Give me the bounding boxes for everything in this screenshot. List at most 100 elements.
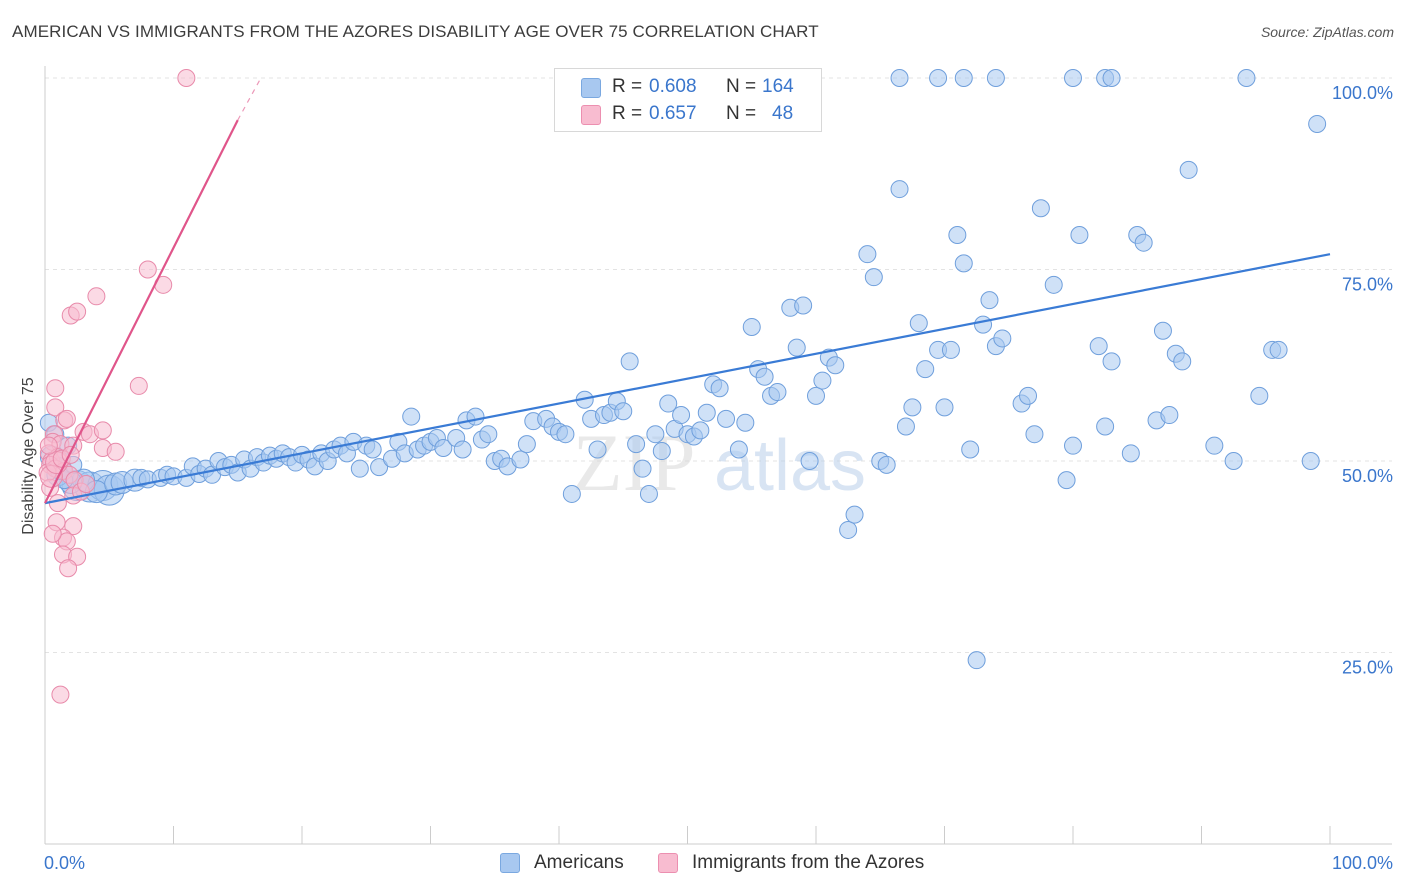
x-tick-label-min: 0.0%: [44, 853, 85, 873]
americans-point: [350, 459, 369, 478]
americans-point: [1089, 337, 1108, 356]
americans-point: [967, 651, 986, 670]
americans-point: [1057, 471, 1076, 490]
americans-point: [1064, 436, 1082, 455]
azores-trend-line: [44, 119, 239, 504]
americans-point: [755, 367, 774, 386]
americans-point: [826, 356, 845, 375]
americans-point: [691, 421, 710, 440]
azores-point: [61, 445, 80, 464]
azores-point: [77, 474, 96, 493]
americans-point: [729, 440, 748, 459]
azores-trend-extension: [237, 77, 262, 121]
legend-item-azores[interactable]: Immigrants from the Azores: [658, 852, 924, 874]
azores-point: [177, 69, 196, 87]
legend-swatch-azores: [581, 105, 601, 125]
legend-r-label: R =: [612, 76, 643, 97]
americans-point: [562, 484, 581, 503]
americans-point: [659, 394, 678, 413]
americans-point: [627, 435, 646, 454]
x-tick-label-max: 100.0%: [1332, 853, 1393, 873]
americans-point: [1205, 436, 1224, 455]
americans-point: [903, 398, 922, 417]
americans-point: [929, 69, 948, 87]
americans-point: [807, 386, 825, 405]
azores-point: [51, 685, 70, 704]
azores-points: [38, 69, 196, 704]
azores-point: [68, 302, 87, 321]
americans-point: [845, 505, 864, 524]
americans-point: [1025, 425, 1044, 444]
legend-n-label: N =: [726, 76, 757, 97]
legend-item-americans[interactable]: Americans: [500, 852, 624, 874]
americans-point: [1250, 386, 1269, 405]
americans-point: [993, 329, 1012, 348]
americans-point: [736, 413, 755, 432]
americans-point: [890, 180, 909, 199]
americans-point: [717, 409, 736, 428]
americans-point: [1102, 69, 1121, 87]
americans-point: [633, 459, 652, 478]
americans-point: [974, 315, 993, 334]
legend-swatch-americans: [581, 78, 601, 98]
americans-point: [864, 268, 883, 287]
americans-point: [794, 296, 813, 315]
legend-r-value: 0.657: [649, 103, 697, 124]
legend-label-americans: Americans: [534, 852, 624, 873]
azores-point: [106, 442, 125, 461]
americans-point: [1070, 226, 1089, 245]
americans-point: [672, 406, 691, 425]
americans-point: [1031, 199, 1050, 218]
americans-point: [980, 291, 999, 310]
series-legend: Americans Immigrants from the Azores: [0, 852, 1406, 878]
americans-point: [954, 69, 973, 87]
americans-point: [909, 314, 928, 333]
americans-point: [1308, 114, 1327, 133]
y-tick-label: 100.0%: [1332, 83, 1393, 103]
y-axis-label: Disability Age Over 75: [20, 377, 37, 535]
americans-point: [588, 440, 607, 459]
azores-point: [48, 494, 67, 513]
americans-point: [639, 484, 658, 503]
americans-point: [916, 360, 935, 379]
americans-point: [1269, 340, 1288, 359]
americans-point: [620, 352, 639, 371]
watermark-atlas: atlas: [714, 426, 866, 506]
americans-point: [742, 317, 761, 336]
y-tick-label: 25.0%: [1342, 658, 1393, 678]
americans-point: [1301, 452, 1320, 470]
americans-point: [1237, 69, 1256, 87]
americans-point: [1064, 69, 1082, 87]
americans-point: [1096, 417, 1115, 436]
americans-point: [839, 520, 858, 539]
azores-point: [93, 421, 112, 440]
y-tick-label: 75.0%: [1342, 275, 1393, 295]
legend-r-label: R =: [612, 103, 643, 124]
americans-point: [1160, 406, 1179, 425]
americans-point: [363, 440, 382, 459]
legend-label-azores: Immigrants from the Azores: [692, 852, 925, 873]
americans-point: [961, 440, 980, 459]
americans-point: [1019, 386, 1038, 405]
americans-point: [890, 69, 909, 87]
americans-point: [402, 407, 421, 426]
azores-point: [87, 287, 106, 306]
azores-point: [43, 524, 62, 543]
americans-point: [1121, 444, 1140, 463]
americans-point: [434, 438, 453, 457]
azores-point: [46, 398, 65, 417]
azores-point: [138, 260, 157, 279]
source-label: Source: ZipAtlas.com: [1260, 24, 1394, 40]
americans-point: [1134, 233, 1153, 252]
americans-point: [954, 254, 973, 273]
americans-point: [453, 440, 472, 459]
americans-point: [1044, 275, 1063, 294]
americans-point: [800, 452, 819, 470]
americans-point: [813, 371, 832, 390]
tick-labels: 25.0% 50.0% 75.0% 100.0% 0.0% 100.0%: [44, 83, 1393, 873]
americans-point: [787, 338, 806, 357]
trend-lines: [44, 77, 1331, 505]
americans-point: [768, 383, 787, 402]
americans-point: [1224, 452, 1243, 470]
americans-point: [370, 458, 389, 477]
